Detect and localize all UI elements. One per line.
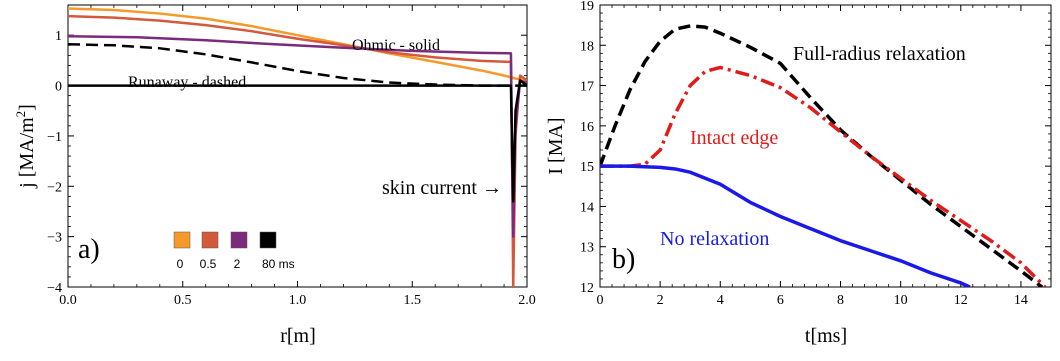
series-group-a — [68, 7, 527, 287]
x-axis-label-a: r[m] — [280, 325, 316, 347]
y-tick-label-b: 17 — [580, 80, 594, 95]
legend-a: 0 0.5 2 80 ms — [173, 231, 295, 271]
y-tick-label-b: 18 — [580, 39, 594, 54]
axis-ticks-a: 0.0 0.5 1.0 1.5 2.0 −4 −3 −2 −1 0 1 — [47, 5, 536, 308]
y-axis-label-b: I [MA] — [545, 117, 567, 174]
y-tick-label-a: 0 — [55, 80, 62, 95]
series-line-b-no-relaxation — [600, 164, 971, 287]
legend-swatch — [230, 231, 248, 249]
y-tick-label-a: 1 — [55, 29, 62, 44]
panel-label-b: b) — [612, 244, 635, 275]
x-tick-label-b: 6 — [777, 293, 784, 308]
annotation-skin-current: skin current → — [382, 177, 502, 199]
y-tick-label-b: 16 — [580, 120, 594, 135]
x-tick-label-b: 14 — [1014, 293, 1028, 308]
y-tick-label-a: −1 — [47, 130, 62, 145]
legend-label: 0.5 — [200, 257, 217, 271]
series-line-b-intact-edge — [600, 65, 1047, 287]
legend-label: 80 ms — [262, 257, 295, 271]
x-tick-label-b: 8 — [837, 293, 844, 308]
x-tick-label-b: 4 — [717, 293, 724, 308]
legend-swatch — [259, 231, 277, 249]
label-full-radius-relaxation: Full-radius relaxation — [793, 43, 966, 65]
panel-a-current-density: 0.0 0.5 1.0 1.5 2.0 −4 −3 −2 −1 0 1 r[m] j [MA/m2]… — [13, 4, 536, 347]
legend-label: 2 — [234, 257, 241, 271]
panel-b-current: 0 2 4 6 8 10 12 14 12 13 14 15 16 17 18 19 t[ms] I [MA]… — [545, 0, 1052, 347]
panel-label-a: a) — [78, 234, 100, 265]
y-tick-label-b: 15 — [580, 160, 594, 175]
axis-ticks-b: 0 2 4 6 8 10 12 14 12 13 14 15 16 17 18 19 — [580, 0, 1051, 308]
series-line-a-80-ms — [68, 79, 527, 203]
annotation-ohmic: Ohmic - solid — [352, 37, 440, 54]
x-tick-label-a: 2.0 — [518, 293, 536, 308]
label-intact-edge: Intact edge — [690, 127, 778, 149]
y-tick-label-b: 13 — [580, 241, 594, 256]
y-tick-label-b: 12 — [580, 281, 594, 296]
y-tick-label-b: 14 — [580, 200, 594, 215]
x-tick-label-a: 0.0 — [59, 293, 77, 308]
legend-swatch — [173, 231, 191, 249]
series-group-b — [600, 24, 1047, 287]
plot-frame-b — [599, 4, 1052, 288]
annotation-runaway: Runaway - dashed — [128, 74, 246, 91]
y-tick-label-a: −2 — [47, 180, 62, 195]
x-tick-label-a: 0.5 — [174, 293, 192, 308]
x-tick-label-a: 1.5 — [404, 293, 422, 308]
y-axis-label-a: j [MA/m2] — [13, 104, 38, 189]
legend-swatch — [201, 231, 219, 249]
series-line-b-full-radius-relaxation — [600, 24, 1044, 287]
plot-frame-a — [67, 4, 528, 288]
y-tick-label-a: −3 — [47, 231, 62, 246]
y-tick-label-a: −4 — [47, 281, 62, 296]
x-tick-label-b: 2 — [657, 293, 664, 308]
x-tick-label-b: 10 — [894, 293, 908, 308]
label-no-relaxation: No relaxation — [660, 228, 769, 250]
y-tick-label-b: 19 — [580, 0, 594, 14]
x-tick-label-b: 0 — [597, 293, 604, 308]
x-tick-label-b: 12 — [954, 293, 968, 308]
x-axis-label-b: t[ms] — [805, 325, 847, 347]
x-tick-label-a: 1.0 — [289, 293, 307, 308]
legend-label: 0 — [177, 257, 184, 271]
